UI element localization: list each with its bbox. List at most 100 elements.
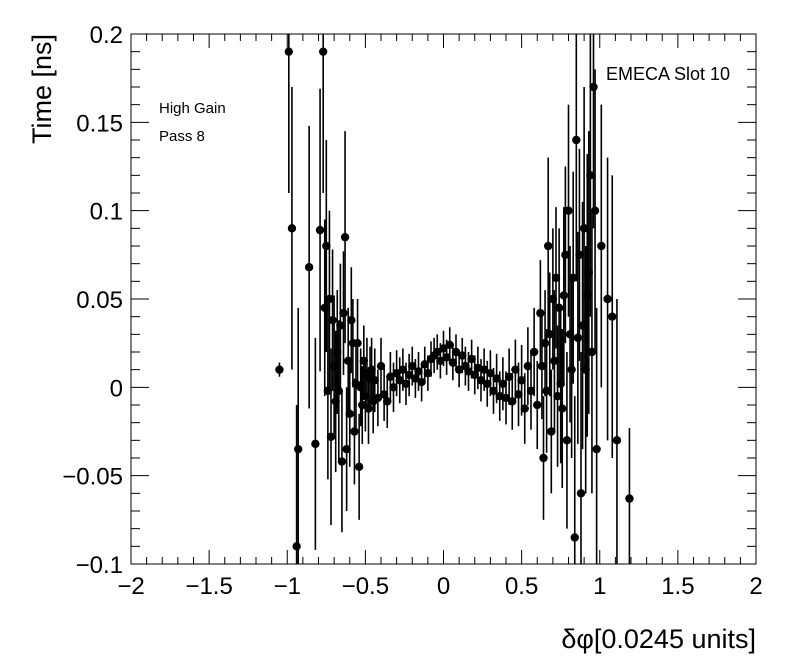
data-point (603, 157, 612, 441)
point-marker (414, 367, 423, 376)
data-point (470, 355, 479, 395)
point-marker (442, 353, 451, 362)
point-marker (293, 444, 303, 454)
y-tick-label: 0 (110, 375, 123, 402)
data-point (379, 367, 389, 421)
point-marker (561, 250, 570, 260)
point-marker (486, 369, 495, 378)
point-marker (445, 340, 454, 350)
point-marker (370, 376, 379, 385)
point-marker (436, 356, 445, 366)
data-point (539, 396, 548, 520)
point-marker (554, 303, 564, 313)
point-marker (364, 404, 373, 413)
point-marker (358, 400, 367, 410)
x-tick-label: −1.5 (185, 573, 232, 600)
point-marker (479, 365, 489, 374)
point-marker (501, 393, 511, 403)
point-marker (587, 347, 597, 357)
data-point (551, 207, 561, 349)
point-marker (342, 444, 351, 454)
point-marker (498, 379, 508, 388)
point-marker (392, 369, 401, 378)
point-marker (354, 462, 364, 472)
point-marker (537, 361, 547, 371)
point-marker (543, 241, 553, 251)
point-marker (373, 393, 383, 403)
point-marker (558, 404, 567, 413)
point-marker (411, 374, 420, 383)
point-marker (340, 232, 350, 242)
point-marker (550, 356, 559, 366)
point-marker (398, 365, 408, 374)
data-point (542, 329, 551, 453)
point-marker (315, 225, 325, 235)
point-marker (439, 344, 448, 353)
x-tick-label: 0 (437, 573, 450, 600)
y-tick-label: −0.1 (76, 552, 123, 579)
point-marker (337, 457, 347, 466)
x-tick-label: −1 (274, 573, 301, 600)
data-point (411, 359, 420, 398)
point-marker (454, 365, 464, 374)
data-point (592, 307, 601, 564)
data-point (417, 362, 426, 402)
data-point (561, 166, 570, 344)
point-marker (570, 533, 579, 542)
data-point (533, 360, 542, 450)
y-tick-label: 0.1 (90, 199, 123, 226)
data-points (275, 34, 634, 564)
point-marker (545, 330, 554, 339)
data-point (564, 104, 573, 317)
point-marker (404, 370, 414, 380)
point-marker (423, 369, 433, 378)
data-point (395, 357, 404, 404)
point-marker (476, 376, 486, 385)
data-point (433, 334, 442, 370)
data-point (345, 360, 354, 467)
point-marker (483, 379, 492, 388)
data-point (504, 348, 514, 405)
data-point (336, 263, 345, 388)
gain-annotation: High Gain (159, 100, 226, 117)
data-point (612, 299, 622, 564)
slot-annotation: EMECA Slot 10 (606, 64, 730, 84)
data-point (445, 327, 454, 363)
point-marker (417, 377, 426, 387)
y-axis-label: Time [ns] (27, 34, 57, 144)
point-marker (336, 321, 345, 330)
data-point (376, 337, 386, 395)
point-marker (433, 347, 442, 357)
data-point (318, 34, 328, 193)
point-marker (287, 224, 297, 233)
data-point (386, 352, 395, 402)
data-point (337, 390, 347, 533)
data-point (579, 87, 589, 370)
point-marker (353, 338, 362, 348)
data-point (597, 104, 606, 388)
data-point (370, 348, 379, 413)
x-axis-label: δφ[0.0245 units] (561, 624, 756, 654)
data-point (392, 350, 401, 397)
point-marker (542, 386, 551, 396)
point-marker (559, 291, 569, 300)
point-marker (334, 386, 344, 396)
data-point (570, 396, 579, 564)
point-marker (323, 386, 333, 396)
data-point (514, 362, 523, 427)
point-marker (517, 376, 526, 385)
data-point (543, 157, 553, 335)
data-point (304, 125, 314, 409)
point-marker (597, 241, 606, 251)
point-marker (564, 206, 573, 215)
y-tick-label: 0.05 (76, 287, 123, 314)
point-marker (562, 436, 572, 445)
point-marker (395, 376, 404, 385)
data-point (439, 330, 448, 367)
point-marker (511, 365, 520, 374)
point-marker (520, 404, 529, 413)
point-marker (526, 386, 536, 396)
point-marker (547, 427, 556, 436)
data-point (476, 359, 486, 402)
